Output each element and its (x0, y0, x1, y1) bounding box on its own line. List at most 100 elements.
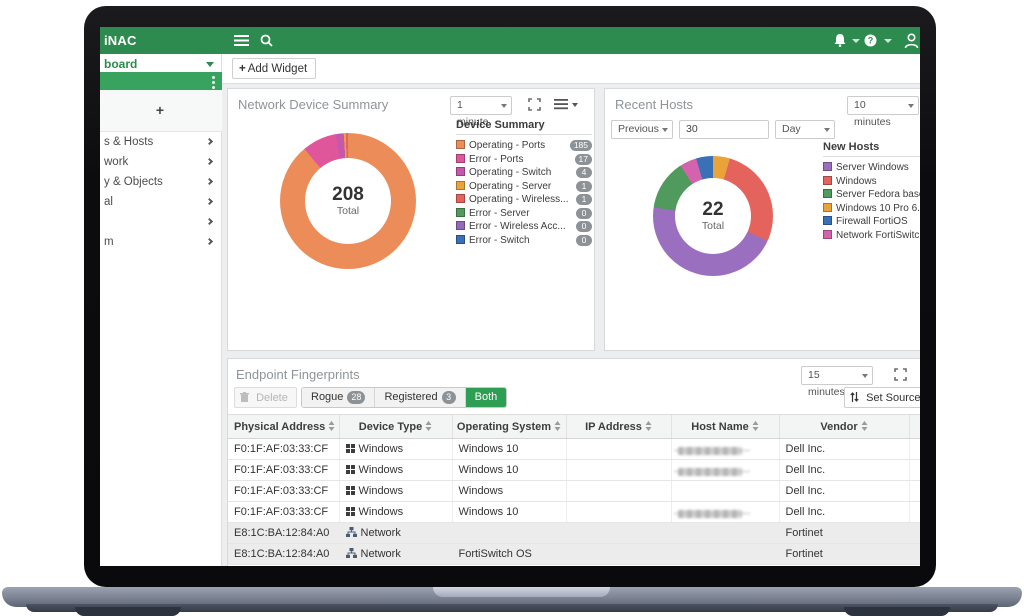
legend-item[interactable]: Operating - Ports 185 (456, 139, 592, 153)
search-icon[interactable] (260, 34, 273, 47)
legend-swatch (456, 221, 465, 230)
legend-swatch (823, 202, 832, 212)
legend-item[interactable]: Operating - Server 1 (456, 180, 592, 194)
interval-dropdown[interactable]: 1 minute (450, 96, 512, 128)
count-input[interactable]: 30 (679, 120, 769, 139)
interval-dropdown[interactable]: 15 minutes (801, 366, 873, 398)
chevron-down-icon (501, 104, 507, 108)
interval-dropdown[interactable]: 10 minutes (847, 96, 919, 128)
previous-dropdown[interactable]: Previous (611, 120, 673, 139)
endpoint-table: Physical Address Device Type Operating S… (228, 414, 920, 565)
laptop-base (2, 587, 1022, 607)
widget-network-device-summary: Network Device Summary 1 minute 208 Tota… (227, 88, 595, 351)
hamburger-menu-icon[interactable] (234, 35, 249, 46)
laptop-screen: iNAC ? board (100, 27, 920, 566)
redacted-host-name (673, 446, 750, 455)
sort-icon (425, 420, 432, 431)
sidebar-item-portal[interactable]: al (100, 192, 222, 212)
legend-item[interactable]: Windows (823, 175, 920, 189)
table-row[interactable]: F0:1F:AF:03:33:CF Windows Windows 10 Del… (228, 459, 920, 481)
chevron-right-icon (205, 157, 214, 166)
column-header-host-name[interactable]: Host Name (670, 414, 779, 439)
kebab-menu-icon[interactable] (212, 76, 215, 79)
windows-icon (345, 444, 355, 453)
table-row[interactable]: F0:1F:AF:03:33:CF Windows Windows 10 Del… (228, 501, 920, 523)
filter-rogue-button[interactable]: Rogue 28 (302, 388, 375, 407)
main-content: + Add Widget Network Device Summary 1 min… (222, 54, 920, 566)
filter-both-button[interactable]: Both (464, 388, 507, 407)
sort-icon (645, 420, 652, 431)
table-row[interactable]: E8:1C:BA:12:84:A0 Network Fortinet (228, 522, 920, 544)
count-badge: 17 (574, 153, 592, 165)
count-badge: 185 (569, 140, 592, 151)
app-header: iNAC ? (100, 27, 920, 54)
sidebar-item-dashboard-selected[interactable] (100, 72, 222, 90)
fullscreen-icon[interactable] (528, 98, 541, 111)
laptop-foot (75, 607, 181, 616)
legend-item[interactable]: Error - Switch 0 (456, 234, 592, 248)
sort-icon (554, 420, 561, 431)
legend-item[interactable]: Windows 10 Pro 6.3 (823, 202, 920, 216)
legend-item[interactable]: Operating - Wireless... 1 (456, 193, 592, 207)
chevron-right-icon (205, 177, 214, 186)
laptop-lid-notch (433, 587, 610, 597)
legend-item[interactable]: Error - Wireless Acc... 0 (456, 220, 592, 234)
delete-button[interactable]: Delete (234, 387, 297, 408)
sort-icon (861, 420, 868, 431)
filter-registered-button[interactable]: Registered 3 (374, 388, 465, 407)
sidebar-item-users-hosts[interactable]: s & Hosts (100, 132, 222, 152)
donut-total-label: Total (701, 220, 725, 232)
count-badge: 1 (576, 194, 592, 205)
sidebar-item-dashboard[interactable]: board (100, 54, 222, 72)
chevron-down-icon[interactable] (884, 39, 892, 43)
table-row[interactable]: F0:1F:AF:03:33:CF Windows Windows 10 Del… (228, 438, 920, 460)
chevron-down-icon (908, 104, 914, 108)
dashboard-label: board (104, 57, 138, 71)
legend-item[interactable]: Server Windows (823, 161, 920, 175)
legend-swatch (456, 207, 465, 217)
column-header-operating-system[interactable]: Operating System (451, 414, 566, 439)
user-account-icon[interactable] (904, 33, 919, 48)
legend-swatch (823, 189, 832, 198)
legend-swatch (823, 162, 832, 171)
sidebar-item-policy-objects[interactable]: y & Objects (100, 172, 222, 192)
sort-icon (752, 420, 759, 431)
count-badge: 0 (576, 221, 592, 232)
device-summary-donut-chart[interactable]: 208 Total (280, 133, 416, 269)
chevron-down-icon[interactable] (852, 39, 860, 43)
rogue-count-badge: 28 (347, 391, 366, 404)
notifications-bell-icon[interactable] (834, 34, 846, 47)
legend-item[interactable]: Network FortiSwitch (823, 229, 920, 243)
legend-item[interactable]: Error - Ports 17 (456, 153, 592, 167)
sidebar-item-logs[interactable] (100, 212, 222, 232)
column-header-vendor[interactable]: Vendor (778, 414, 909, 439)
legend-item[interactable]: Error - Server 0 (456, 207, 592, 221)
column-header-clipped[interactable]: V (908, 414, 920, 439)
column-header-ip-address[interactable]: IP Address (565, 414, 671, 439)
set-source-button[interactable]: Set Source (844, 387, 920, 408)
chevron-right-icon (205, 137, 214, 146)
table-header-row: Physical Address Device Type Operating S… (228, 414, 920, 439)
help-icon[interactable]: ? (864, 34, 877, 47)
device-summary-legend: Device Summary Operating - Ports 185 Erro… (456, 119, 592, 247)
registered-count-badge: 3 (441, 391, 456, 404)
donut-total-value: 22 (702, 199, 724, 220)
sidebar-item-network[interactable]: work (100, 152, 222, 172)
legend-item[interactable]: Server Fedora based (823, 188, 920, 202)
recent-hosts-donut-chart[interactable]: 22 Total (653, 156, 773, 276)
legend-title: Device Summary (456, 119, 592, 135)
legend-swatch (456, 167, 465, 176)
legend-item[interactable]: Firewall FortiOS (823, 215, 920, 229)
legend-item[interactable]: Operating - Switch 4 (456, 166, 592, 180)
donut-total-label: Total (336, 205, 360, 217)
table-row[interactable]: F0:1F:AF:03:33:CF Windows Windows Dell I… (228, 480, 920, 502)
table-row[interactable]: E8:1C:BA:12:84:A0 Network FortiSwitch OS… (228, 543, 920, 565)
add-dashboard-button[interactable]: + (155, 102, 165, 118)
add-widget-button[interactable]: + Add Widget (232, 58, 317, 79)
sidebar-item-system[interactable]: m (100, 232, 222, 252)
column-header-physical-address[interactable]: Physical Address (228, 414, 339, 439)
unit-dropdown[interactable]: Day (775, 120, 835, 139)
widget-menu-icon[interactable] (554, 99, 578, 110)
column-header-device-type[interactable]: Device Type (338, 414, 452, 439)
fullscreen-icon[interactable] (894, 368, 907, 381)
